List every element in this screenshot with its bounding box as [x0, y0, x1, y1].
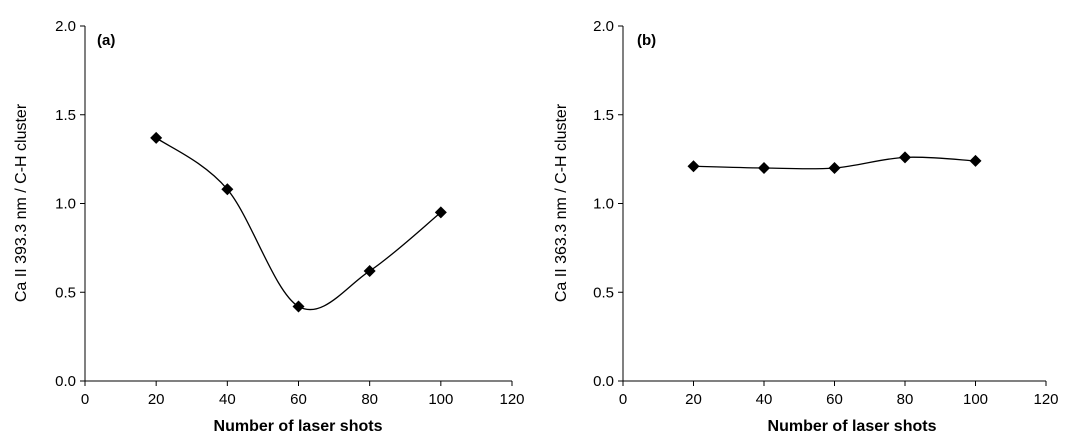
data-point-marker	[150, 131, 163, 144]
data-point-marker	[828, 162, 841, 174]
x-tick-label: 120	[1033, 391, 1058, 408]
y-tick-label: 1.0	[593, 196, 614, 213]
x-tick-label: 20	[148, 391, 165, 408]
marker-group	[687, 151, 982, 174]
y-tick-label: 1.5	[55, 107, 76, 124]
x-tick-label: 100	[963, 391, 988, 408]
y-tick-label: 1.5	[593, 107, 614, 124]
panel-label: (b)	[637, 32, 656, 49]
data-point-marker	[363, 264, 376, 277]
x-tick-label: 40	[756, 391, 773, 408]
x-axis-label: Number of laser shots	[214, 418, 383, 435]
tick-group: 0 20 40 60 80 100 120 0.0 0.5 1.0 1.5 2.0	[55, 18, 524, 408]
x-tick-label: 60	[826, 391, 843, 408]
y-tick-label: 0.0	[593, 373, 614, 390]
chart-panel-b: (b) Number of laser shots Ca II 363.3 nm…	[553, 18, 1059, 435]
y-tick-label: 0.5	[55, 284, 76, 301]
data-point-marker	[434, 206, 447, 219]
y-axis-label: Ca II 393.3 nm / C-H cluster	[13, 103, 30, 302]
data-point-marker	[687, 160, 700, 173]
y-tick-label: 1.0	[55, 196, 76, 213]
x-tick-label: 40	[219, 391, 236, 408]
data-point-marker	[292, 300, 305, 313]
y-tick-label: 0.0	[55, 373, 76, 390]
x-tick-label: 60	[290, 391, 307, 408]
x-tick-label: 100	[428, 391, 453, 408]
series-line	[155, 137, 442, 311]
data-point-marker	[221, 183, 234, 196]
tick-group: 0 20 40 60 80 100 120 0.0 0.5 1.0 1.5 2.0	[593, 18, 1058, 408]
data-point-marker	[758, 162, 770, 174]
x-tick-label: 0	[619, 391, 627, 408]
marker-group	[150, 131, 447, 313]
panel-label: (a)	[97, 32, 115, 49]
x-tick-label: 20	[685, 391, 702, 408]
x-axis-label: Number of laser shots	[768, 418, 937, 435]
y-tick-label: 0.5	[593, 284, 614, 301]
y-tick-label: 2.0	[55, 18, 76, 35]
y-tick-label: 2.0	[593, 18, 614, 35]
data-point-marker	[899, 151, 911, 164]
x-tick-label: 120	[499, 391, 524, 408]
y-axis-label: Ca II 363.3 nm / C-H cluster	[553, 103, 570, 302]
chart-panel-a: (a) Number of laser shots Ca II 393.3 nm…	[13, 18, 525, 435]
x-tick-label: 0	[81, 391, 89, 408]
x-tick-label: 80	[361, 391, 378, 408]
data-point-marker	[969, 154, 982, 167]
x-tick-label: 80	[897, 391, 914, 408]
